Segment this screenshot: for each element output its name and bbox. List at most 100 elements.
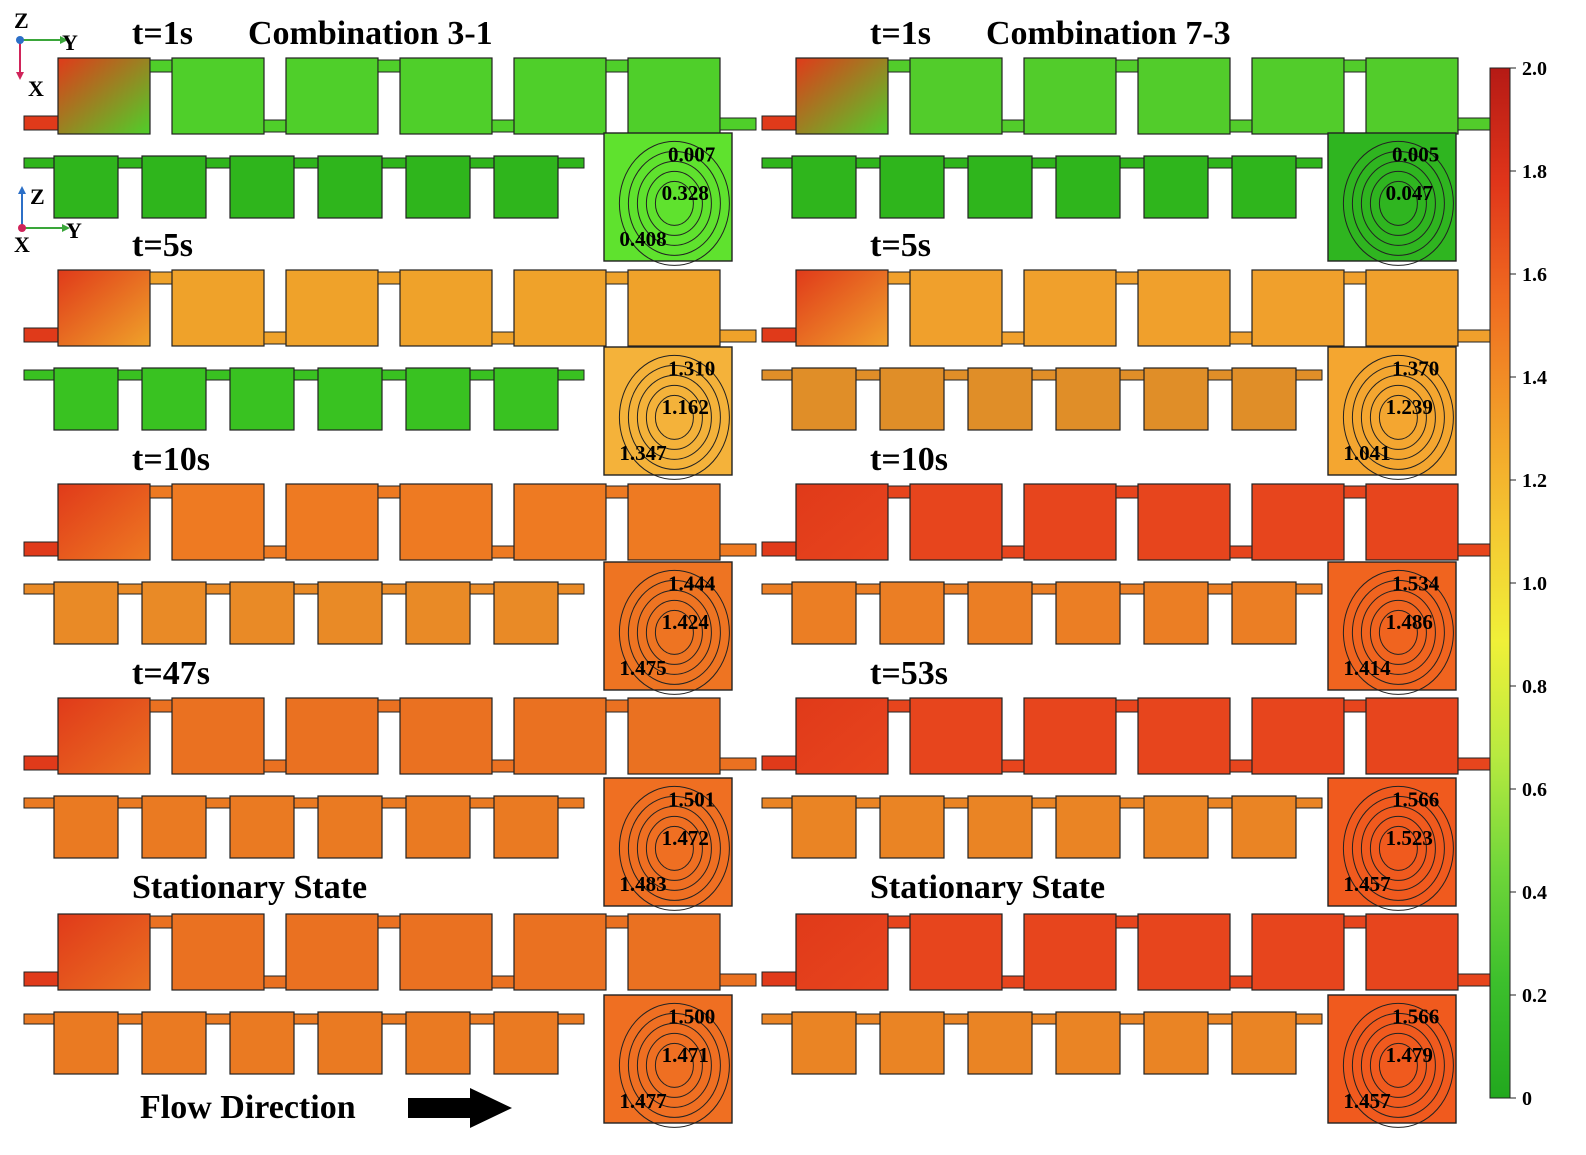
- contour-value-label: 1.162: [662, 395, 709, 419]
- time-step: t=5s 1.370 1.239 1.041: [761, 227, 1495, 480]
- contour-value-label: 1.347: [619, 441, 666, 465]
- time-label: Stationary State: [870, 869, 1105, 906]
- lower-chamber: [141, 1011, 207, 1075]
- main-chamber: [1251, 913, 1345, 991]
- main-chamber: [1365, 269, 1459, 347]
- main-chamber: [171, 57, 265, 135]
- main-chamber: [285, 57, 379, 135]
- flow-arrow-icon: [408, 1088, 512, 1128]
- axis-z-label: Z: [14, 8, 29, 33]
- time-label: t=10s: [132, 441, 210, 478]
- main-chamber: [513, 269, 607, 347]
- main-chamber: [171, 269, 265, 347]
- lower-chamber: [141, 367, 207, 431]
- colorbar-tick-label: 1.8: [1522, 161, 1547, 183]
- contour-value-label: 0.408: [619, 227, 666, 251]
- lower-chamber: [1055, 795, 1121, 859]
- colorbar-gradient: [1489, 67, 1511, 1099]
- main-chamber: [627, 913, 721, 991]
- main-chamber: [399, 57, 493, 135]
- colorbar-tick-label: 0: [1522, 1088, 1532, 1110]
- simulation-panels: Combination 3-1 t=1s 0.007 0.328 0.408 t=5s 1.…: [23, 15, 1495, 1128]
- main-chamber: [399, 913, 493, 991]
- main-chamber: [1365, 483, 1459, 561]
- time-step: t=5s 1.310 1.162 1.347: [23, 227, 757, 480]
- contour-value-label: 1.370: [1392, 356, 1439, 380]
- lower-chamber: [229, 155, 295, 219]
- time-label: t=5s: [132, 227, 193, 264]
- main-chamber: [399, 697, 493, 775]
- main-chamber: [909, 483, 1003, 561]
- axis-z-label-side: Z: [30, 184, 45, 209]
- cross-section: 1.370 1.239 1.041: [1327, 346, 1457, 480]
- colorbar-tick-label: 1.0: [1522, 573, 1547, 595]
- contour-value-label: 0.007: [668, 142, 715, 166]
- main-chamber: [1137, 57, 1231, 135]
- lower-chamber: [53, 155, 119, 219]
- main-chamber: [627, 269, 721, 347]
- time-step: Stationary State 1.566 1.479 1.457: [761, 869, 1495, 1128]
- lower-chamber: [229, 795, 295, 859]
- main-chamber: [171, 697, 265, 775]
- cross-section: 1.310 1.162 1.347: [603, 346, 733, 480]
- lower-chamber: [879, 367, 945, 431]
- lower-chamber: [405, 581, 471, 645]
- cross-section: 0.005 0.047: [1327, 132, 1457, 266]
- lower-chamber: [317, 367, 383, 431]
- lower-chamber: [53, 581, 119, 645]
- axis-y-label: Y: [62, 30, 78, 55]
- cross-section: 1.566 1.479 1.457: [1327, 994, 1457, 1128]
- lower-chamber: [1143, 581, 1209, 645]
- main-chamber: [795, 57, 889, 135]
- lower-chamber: [791, 581, 857, 645]
- main-chamber: [171, 913, 265, 991]
- colorbar: 2.0 1.8 1.6 1.4 1.2 1.0 0.8 0.6 0.4 0.2 0: [1489, 58, 1547, 1110]
- lower-chamber: [879, 581, 945, 645]
- lower-chamber: [1231, 795, 1297, 859]
- main-chamber: [909, 913, 1003, 991]
- colorbar-tick-label: 0.6: [1522, 779, 1547, 801]
- lower-chamber: [493, 155, 559, 219]
- colorbar-tick-label: 1.2: [1522, 470, 1547, 492]
- lower-chamber: [53, 1011, 119, 1075]
- cross-section: 1.566 1.523 1.457: [1327, 777, 1457, 911]
- lower-chamber: [1231, 367, 1297, 431]
- cross-section: 1.534 1.486 1.414: [1327, 561, 1457, 695]
- time-step: Stationary State 1.500 1.471 1.477: [23, 869, 757, 1128]
- colorbar-tick-label: 2.0: [1522, 58, 1547, 80]
- lower-chamber: [1143, 155, 1209, 219]
- main-chamber: [795, 269, 889, 347]
- flow-direction: Flow Direction: [140, 1088, 512, 1128]
- combination-title: Combination 7-3: [986, 15, 1231, 52]
- contour-value-label: 1.566: [1392, 787, 1439, 811]
- time-label: t=5s: [870, 227, 931, 264]
- lower-chamber: [317, 795, 383, 859]
- lower-chamber: [1231, 581, 1297, 645]
- main-chamber: [171, 483, 265, 561]
- time-label: t=47s: [132, 655, 210, 692]
- contour-value-label: 0.005: [1392, 142, 1439, 166]
- lower-chamber: [317, 1011, 383, 1075]
- main-chamber: [909, 697, 1003, 775]
- lower-chamber: [229, 581, 295, 645]
- contour-value-label: 0.328: [662, 181, 709, 205]
- axis-x-label-side: X: [14, 232, 30, 257]
- colorbar-tick-label: 0.8: [1522, 676, 1547, 698]
- time-label: t=1s: [870, 15, 931, 52]
- main-chamber: [627, 57, 721, 135]
- lower-chamber: [317, 155, 383, 219]
- main-chamber: [1365, 57, 1459, 135]
- lower-chamber: [141, 581, 207, 645]
- main-chamber: [399, 483, 493, 561]
- main-chamber: [909, 269, 1003, 347]
- lower-chamber: [1143, 795, 1209, 859]
- cross-section: 1.500 1.471 1.477: [603, 994, 733, 1128]
- main-chamber: [513, 913, 607, 991]
- lower-chamber: [229, 367, 295, 431]
- main-chamber: [285, 913, 379, 991]
- main-chamber: [909, 57, 1003, 135]
- main-chamber: [57, 697, 151, 775]
- lower-chamber: [879, 155, 945, 219]
- time-label: t=10s: [870, 441, 948, 478]
- lower-chamber: [53, 367, 119, 431]
